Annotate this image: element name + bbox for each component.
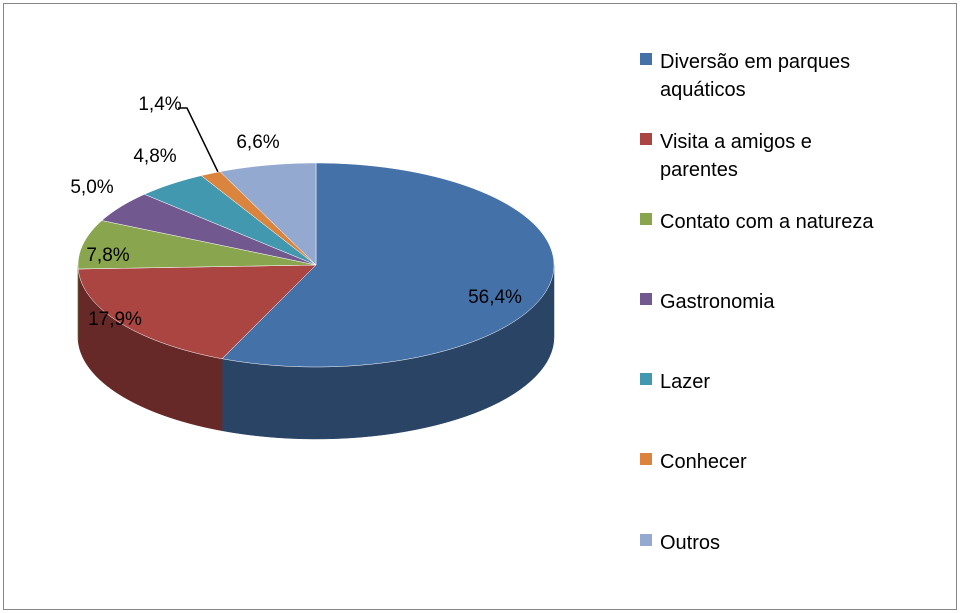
legend-item: Visita a amigos e parentes <box>640 128 890 184</box>
legend-swatch <box>640 373 652 385</box>
slice <box>143 175 317 266</box>
legend-label: Diversão em parques aquáticos <box>660 51 851 101</box>
legend-swatch <box>640 213 652 225</box>
legend-label: Visita a amigos e parentes <box>660 131 812 181</box>
data-label: 56,4% <box>468 287 522 308</box>
slice <box>219 162 317 266</box>
legend-swatch <box>640 53 652 65</box>
slice <box>77 264 317 359</box>
leader-line <box>178 107 219 173</box>
legend-swatch <box>640 293 652 305</box>
legend-label: Gastronomia <box>660 291 775 313</box>
legend-item: Lazer <box>640 368 890 396</box>
legend-item: Outros <box>640 529 890 557</box>
legend-swatch <box>640 534 652 546</box>
legend-item: Diversão em parques aquáticos <box>640 48 890 104</box>
data-label: 4,8% <box>133 146 176 167</box>
legend-swatch <box>640 133 652 145</box>
legend-item: Conhecer <box>640 448 890 476</box>
legend-swatch <box>640 453 652 465</box>
legend-label: Lazer <box>660 371 711 393</box>
legend-label: Outros <box>660 532 721 554</box>
data-label: 17,9% <box>88 309 142 330</box>
slice <box>101 194 317 266</box>
legend-item: Contato com a natureza <box>640 208 890 236</box>
data-label: 1,4% <box>138 94 181 115</box>
data-label: 7,8% <box>86 245 129 266</box>
data-label: 5,0% <box>70 177 113 198</box>
slice <box>221 162 555 368</box>
slice <box>77 220 317 270</box>
legend-item: Gastronomia <box>640 288 890 316</box>
legend-label: Conhecer <box>660 451 747 473</box>
legend-label: Contato com a natureza <box>660 211 874 233</box>
data-label: 6,6% <box>236 132 279 153</box>
